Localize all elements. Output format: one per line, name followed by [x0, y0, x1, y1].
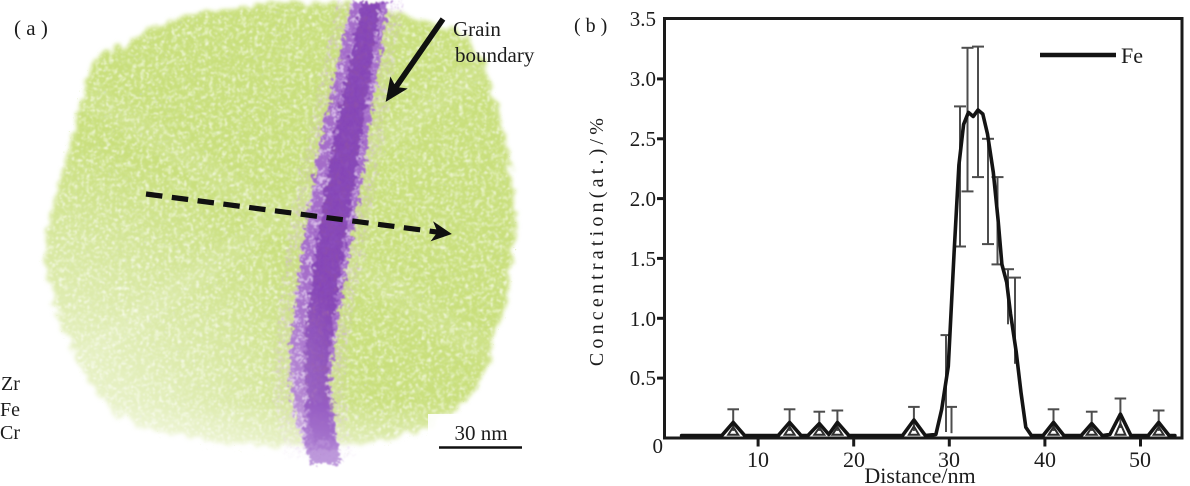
svg-text:40: 40 [1034, 447, 1056, 472]
svg-text:1.0: 1.0 [630, 307, 656, 331]
svg-text:boundary: boundary [455, 43, 535, 67]
svg-text:0.5: 0.5 [630, 366, 656, 390]
svg-text:Grain: Grain [453, 17, 501, 41]
svg-text:20: 20 [843, 447, 865, 472]
svg-text:Cr: Cr [0, 422, 20, 444]
svg-text:3.0: 3.0 [630, 67, 656, 91]
svg-text:Fe: Fe [0, 399, 20, 421]
svg-text:( b ): ( b ) [574, 15, 607, 37]
svg-text:Zr: Zr [1, 373, 20, 395]
svg-text:3.5: 3.5 [630, 7, 656, 31]
svg-text:Fe: Fe [1121, 43, 1143, 68]
svg-text:0: 0 [653, 434, 664, 458]
svg-text:30 nm: 30 nm [454, 421, 507, 445]
svg-text:30: 30 [938, 447, 960, 472]
svg-text:( a ): ( a ) [14, 16, 48, 40]
svg-text:2.0: 2.0 [630, 187, 656, 211]
svg-text:1.5: 1.5 [630, 247, 656, 271]
svg-text:50: 50 [1129, 447, 1151, 472]
svg-text:2.5: 2.5 [630, 127, 656, 151]
svg-text:Concentration(at.)/%: Concentration(at.)/% [586, 114, 608, 366]
svg-text:Distance/nm: Distance/nm [864, 463, 975, 486]
svg-text:10: 10 [747, 447, 769, 472]
